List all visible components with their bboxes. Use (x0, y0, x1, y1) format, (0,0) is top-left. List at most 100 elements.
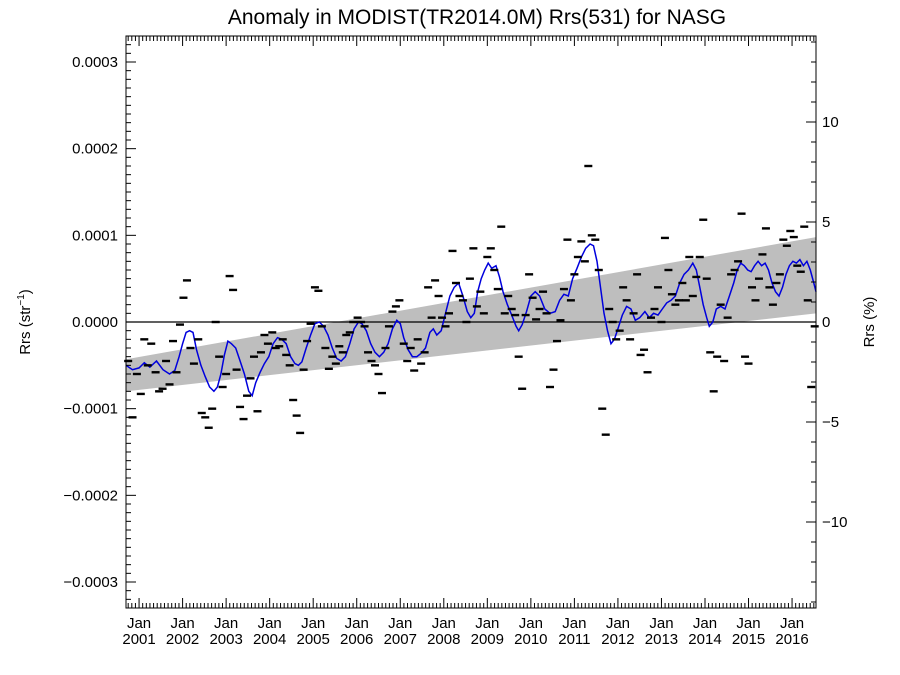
data-point (664, 268, 673, 272)
data-point (678, 281, 687, 285)
data-point (640, 348, 649, 351)
data-point (709, 390, 718, 393)
data-point (765, 286, 774, 289)
data-point (779, 238, 788, 241)
data-point (331, 362, 340, 365)
data-point (469, 247, 478, 250)
data-point (539, 290, 548, 293)
data-point (271, 346, 280, 350)
data-point (263, 342, 272, 345)
data-point (716, 303, 725, 306)
monthly-anomaly-points (124, 164, 819, 436)
data-point (615, 329, 624, 332)
data-point (179, 296, 188, 299)
data-point (493, 287, 502, 291)
data-point (796, 270, 805, 273)
x-axis: Jan2001Jan2002Jan2003Jan2004Jan2005Jan20… (122, 36, 815, 648)
data-point (222, 372, 231, 376)
smoothed-anomaly-line (125, 243, 817, 398)
data-point (674, 299, 683, 302)
data-point (629, 312, 638, 315)
data-point (552, 339, 561, 343)
data-point (406, 346, 415, 350)
data-point (189, 362, 198, 365)
x-tick-label-year: 2009 (471, 631, 504, 648)
data-point (275, 345, 284, 348)
data-point (239, 417, 248, 421)
data-point (338, 351, 347, 354)
data-point (748, 286, 757, 289)
data-point (751, 299, 760, 302)
data-point (507, 307, 516, 311)
data-point (653, 286, 662, 289)
data-point (622, 299, 631, 302)
data-point (268, 331, 277, 334)
y-tick-label: 0.0000 (72, 314, 118, 331)
data-point (211, 320, 220, 324)
data-point (730, 268, 739, 272)
data-point (667, 293, 676, 296)
data-point (403, 359, 412, 363)
data-point (420, 351, 429, 354)
data-point (490, 268, 499, 272)
data-point (754, 277, 763, 280)
data-point (734, 260, 743, 263)
data-point (246, 377, 255, 380)
data-point (737, 212, 746, 215)
data-point (699, 218, 708, 221)
x-tick-label-month: Jan (475, 615, 499, 632)
data-point (260, 333, 269, 337)
data-point (626, 338, 635, 341)
x-tick-label-year: 2001 (122, 631, 155, 648)
data-point (303, 339, 312, 343)
data-point (215, 355, 224, 358)
data-point (128, 416, 137, 419)
data-point (427, 316, 436, 319)
data-point (236, 405, 245, 409)
data-point (371, 364, 380, 367)
data-point (619, 286, 628, 289)
y-tick-label: −0.0002 (63, 487, 118, 504)
data-point (587, 234, 596, 237)
data-point (570, 273, 579, 276)
y-tick-label: 0.0002 (72, 141, 118, 158)
y2-tick-label: −10 (822, 514, 847, 531)
data-point (278, 338, 287, 341)
data-point (598, 407, 607, 410)
data-point (384, 325, 393, 328)
data-point (577, 240, 586, 243)
data-point (789, 235, 798, 239)
data-point (377, 391, 386, 395)
data-point (723, 316, 732, 319)
data-point (208, 407, 217, 410)
y-tick-label: −0.0001 (63, 401, 118, 418)
data-point (563, 238, 572, 241)
data-point (559, 287, 568, 291)
data-point (165, 383, 174, 386)
data-point (803, 299, 812, 302)
data-point (497, 225, 506, 228)
data-point (324, 367, 333, 370)
data-point (182, 279, 191, 282)
data-point (256, 351, 265, 354)
data-point (169, 339, 178, 343)
data-point (688, 294, 697, 298)
data-point (744, 362, 753, 365)
data-point (608, 320, 617, 324)
data-point (542, 312, 551, 315)
data-point (243, 394, 252, 397)
x-tick-label-year: 2006 (340, 631, 373, 648)
data-point (438, 316, 447, 319)
data-point (345, 331, 354, 334)
data-point (289, 398, 298, 402)
data-point (483, 255, 492, 259)
data-point (232, 368, 241, 371)
data-point (317, 325, 326, 328)
data-point (521, 313, 530, 317)
data-point (720, 359, 729, 363)
y-tick-label: −0.0003 (63, 574, 118, 591)
data-point (175, 323, 184, 326)
data-point (681, 299, 690, 302)
data-point (692, 275, 701, 279)
